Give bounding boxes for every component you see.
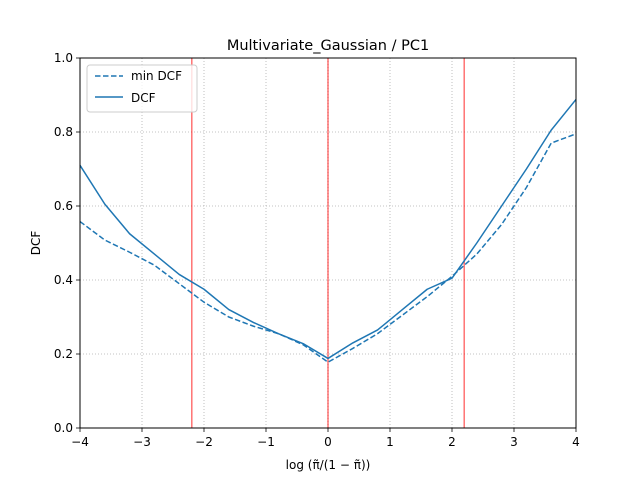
x-axis: −4 −3 −2 −1 0 1 2 3 4 [71, 428, 580, 449]
x-tick-label: −4 [71, 435, 89, 449]
y-tick-label: 0.0 [54, 421, 73, 435]
y-tick-label: 0.6 [54, 199, 73, 213]
x-axis-label: log (π̃/(1 − π̃)) [286, 458, 371, 472]
x-tick-label: 3 [510, 435, 518, 449]
series-line-min-dcf [79, 133, 577, 363]
chart-title: Multivariate_Gaussian / PC1 [227, 38, 429, 54]
x-tick-label: −1 [257, 435, 275, 449]
y-axis-label: DCF [29, 231, 43, 256]
y-axis: 0.0 0.2 0.4 0.6 0.8 1.0 [54, 51, 80, 435]
legend-label-min-dcf: min DCF [131, 69, 182, 83]
x-tick-label: −3 [133, 435, 151, 449]
legend-label-dcf: DCF [131, 91, 156, 105]
x-tick-label: 2 [448, 435, 456, 449]
legend: min DCF DCF [86, 64, 198, 113]
y-tick-label: 0.8 [54, 125, 73, 139]
y-tick-label: 1.0 [54, 51, 73, 65]
series-line-dcf [79, 98, 577, 360]
reference-lines [191, 58, 465, 428]
x-tick-label: 0 [324, 435, 332, 449]
x-tick-label: −2 [195, 435, 213, 449]
series-group [79, 98, 577, 363]
x-tick-label: 4 [572, 435, 580, 449]
x-tick-label: 1 [386, 435, 394, 449]
y-tick-label: 0.2 [54, 347, 73, 361]
y-tick-label: 0.4 [54, 273, 73, 287]
